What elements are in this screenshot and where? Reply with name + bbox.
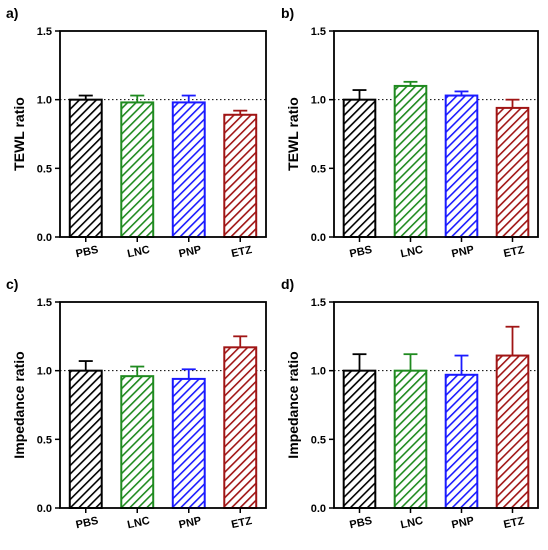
y-tick-label: 1.5	[37, 297, 52, 309]
x-tick-label: ETZ	[230, 244, 253, 260]
y-tick-label: 0.5	[37, 163, 52, 175]
x-tick-label: ETZ	[230, 515, 253, 531]
bar-pnp	[444, 373, 479, 509]
bar-pbs	[342, 98, 377, 238]
chart-panel-3: c) Impedance ratio 0.0 0.5 1.0 1.5 PBS LNC PNP ET…	[6, 276, 267, 531]
x-tick-label: PNP	[451, 244, 476, 260]
bar-pbs	[342, 369, 377, 509]
bar-etz	[223, 113, 258, 238]
x-tick-label: PNP	[178, 244, 203, 260]
y-axis-title: Impedance ratio	[285, 351, 301, 458]
x-tick-label: PBS	[75, 515, 100, 531]
x-tick-label: LNC	[126, 515, 151, 531]
bar-lnc	[120, 375, 155, 509]
bar-pnp	[171, 377, 206, 510]
plot-frame	[59, 301, 267, 509]
chart-panel-2: b) TEWL ratio 0.0 0.5 1.0 1.5 PBS LNC PNP ETZ	[281, 5, 539, 260]
x-tick-label: PBS	[75, 244, 100, 260]
plot-frame	[333, 301, 539, 509]
y-tick-label: 0.5	[311, 434, 326, 446]
chart-panel-1: a) TEWL ratio 0.0 0.5 1.0 1.5 PBS LNC PNP ETZ	[6, 5, 267, 260]
chart-panel-4: d) Impedance ratio 0.0 0.5 1.0 1.5 PBS LNC PNP ET…	[281, 276, 539, 531]
bar-etz	[495, 354, 530, 509]
y-axis-title: TEWL ratio	[285, 97, 301, 171]
bar-etz	[495, 106, 530, 239]
y-tick-label: 1.5	[311, 26, 326, 38]
y-tick-label: 1.0	[311, 366, 326, 378]
x-tick-label: LNC	[400, 244, 425, 260]
plot-frame	[59, 30, 267, 238]
bar-pnp	[171, 101, 206, 238]
bar-pbs	[68, 369, 103, 509]
y-tick-label: 1.0	[37, 95, 52, 107]
bar-lnc	[120, 101, 155, 238]
y-tick-label: 0.5	[311, 163, 326, 175]
y-axis-title: TEWL ratio	[11, 97, 27, 171]
x-tick-label: PNP	[178, 515, 203, 531]
y-tick-label: 0.0	[311, 232, 326, 244]
panel-label: c)	[6, 276, 18, 292]
y-tick-label: 1.0	[311, 95, 326, 107]
y-tick-label: 1.5	[311, 297, 326, 309]
x-tick-label: ETZ	[502, 515, 525, 531]
panel-label: a)	[6, 5, 18, 21]
bar-etz	[223, 346, 258, 509]
bar-pbs	[68, 98, 103, 238]
y-tick-label: 0.5	[37, 434, 52, 446]
y-tick-label: 1.5	[37, 26, 52, 38]
bar-lnc	[393, 369, 428, 509]
y-tick-label: 0.0	[37, 503, 52, 515]
bar-lnc	[393, 84, 428, 238]
bar-pnp	[444, 94, 479, 239]
x-tick-label: LNC	[400, 515, 425, 531]
y-axis-title: Impedance ratio	[11, 351, 27, 458]
x-tick-label: ETZ	[502, 244, 525, 260]
panel-label: d)	[281, 276, 294, 292]
x-tick-label: PBS	[349, 244, 374, 260]
x-tick-label: PNP	[451, 515, 476, 531]
y-tick-label: 1.0	[37, 366, 52, 378]
plot-frame	[333, 30, 539, 238]
y-tick-label: 0.0	[311, 503, 326, 515]
x-tick-label: PBS	[349, 515, 374, 531]
y-tick-label: 0.0	[37, 232, 52, 244]
panel-label: b)	[281, 5, 294, 21]
x-tick-label: LNC	[126, 244, 151, 260]
